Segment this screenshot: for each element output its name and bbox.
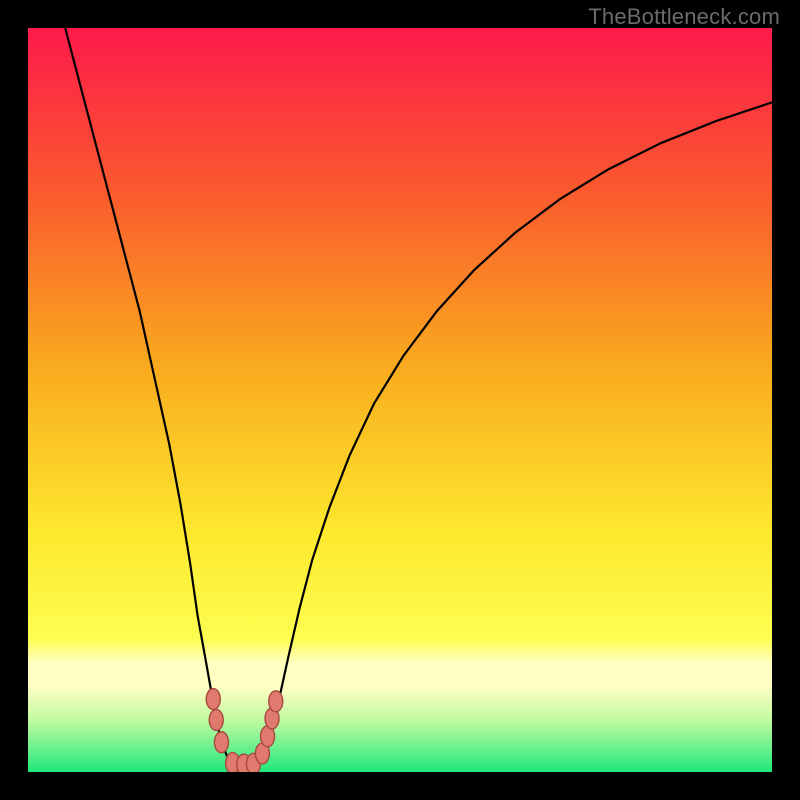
plot-svg <box>28 28 772 772</box>
gradient-background <box>28 28 772 772</box>
watermark-text: TheBottleneck.com <box>588 4 780 30</box>
bead-marker <box>209 709 223 730</box>
bead-marker <box>206 689 220 710</box>
bead-marker <box>214 732 228 753</box>
chart-frame: TheBottleneck.com <box>0 0 800 800</box>
plot-area <box>28 28 772 772</box>
bead-marker <box>269 691 283 712</box>
